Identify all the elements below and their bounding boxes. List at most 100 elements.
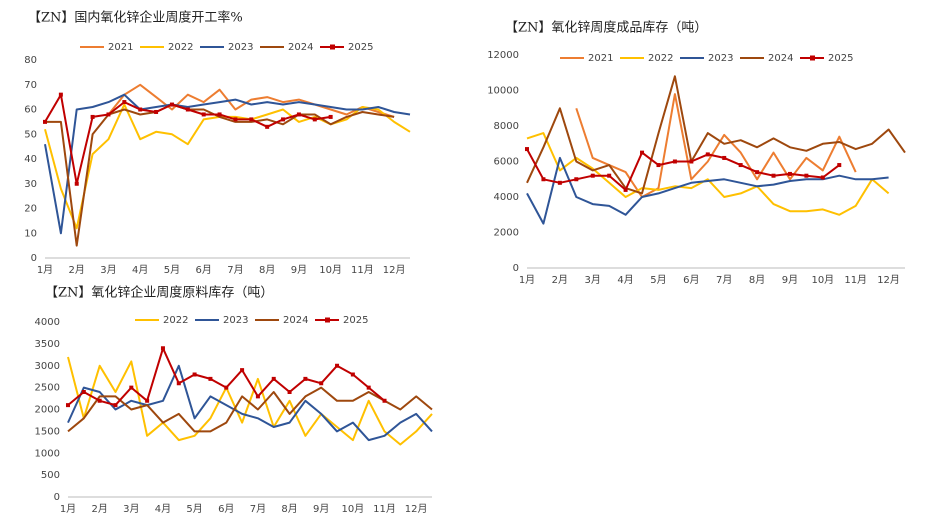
- y-tick-label: 0: [54, 492, 60, 503]
- y-tick-label: 1000: [35, 448, 60, 459]
- point-marker: [287, 390, 292, 394]
- point-marker: [319, 381, 324, 386]
- point-marker: [249, 117, 254, 122]
- series-line: [526, 132, 890, 216]
- x-tick-label: 11月: [844, 274, 867, 286]
- y-tick-label: 500: [41, 470, 60, 481]
- legend-label: 2023: [223, 315, 248, 326]
- y-tick-label: 10: [24, 228, 37, 239]
- x-tick-label: 8月: [749, 274, 765, 286]
- point-marker: [255, 394, 260, 399]
- point-marker: [160, 346, 165, 351]
- x-tick-label: 5月: [164, 264, 180, 276]
- legend-label: 2023: [228, 42, 253, 53]
- x-tick-label: 5月: [186, 503, 202, 515]
- x-tick-label: 7月: [716, 274, 732, 286]
- point-marker: [97, 398, 102, 403]
- point-marker: [557, 180, 562, 185]
- legend-label: 2025: [343, 315, 368, 326]
- x-tick-label: 8月: [281, 503, 297, 515]
- series-line: [45, 103, 395, 247]
- x-tick-label: 6月: [196, 264, 212, 276]
- point-marker: [541, 177, 546, 182]
- series-line: [575, 93, 857, 198]
- x-tick-label: 9月: [782, 274, 798, 286]
- point-marker: [722, 155, 727, 160]
- y-tick-label: 12000: [487, 50, 519, 61]
- point-marker: [623, 187, 628, 192]
- legend-label: 2024: [288, 42, 313, 53]
- point-marker: [366, 385, 371, 390]
- x-tick-label: 12月: [877, 274, 900, 286]
- legend-label: 2024: [283, 315, 308, 326]
- point-marker: [271, 376, 276, 381]
- point-marker: [58, 92, 63, 97]
- point-marker: [574, 177, 579, 182]
- point-marker: [81, 390, 86, 394]
- point-marker: [771, 173, 776, 178]
- series-line: [44, 103, 411, 230]
- y-tick-label: 50: [24, 129, 37, 140]
- legend-label: 2021: [108, 42, 133, 53]
- y-tick-label: 80: [24, 55, 37, 66]
- point-marker: [705, 152, 710, 157]
- point-marker: [656, 163, 661, 168]
- x-tick-label: 4月: [617, 274, 633, 286]
- point-marker: [837, 163, 842, 168]
- legend-label: 2022: [648, 53, 673, 64]
- x-tick-label: 5月: [650, 274, 666, 286]
- series-line: [526, 156, 889, 225]
- point-marker: [138, 107, 143, 112]
- x-tick-label: 7月: [227, 264, 243, 276]
- point-marker: [738, 163, 743, 168]
- point-marker: [328, 114, 333, 119]
- y-tick-label: 4000: [35, 317, 60, 328]
- point-marker: [804, 173, 809, 178]
- series-line: [107, 83, 395, 118]
- point-marker: [382, 398, 387, 403]
- point-marker: [335, 363, 340, 368]
- x-tick-label: 2月: [69, 264, 85, 276]
- y-tick-label: 2000: [35, 405, 60, 416]
- point-marker: [265, 124, 270, 129]
- x-tick-label: 9月: [313, 503, 329, 515]
- point-marker: [303, 376, 308, 381]
- x-tick-label: 4月: [155, 503, 171, 515]
- y-tick-label: 1500: [35, 426, 60, 437]
- point-marker: [281, 117, 286, 122]
- point-marker: [640, 150, 645, 155]
- x-tick-label: 3月: [100, 264, 116, 276]
- series-line: [67, 386, 433, 433]
- point-marker: [185, 107, 190, 112]
- x-tick-label: 1月: [60, 503, 76, 515]
- legend-label: 2022: [163, 315, 188, 326]
- point-marker: [820, 175, 825, 180]
- x-tick-label: 4月: [132, 264, 148, 276]
- legend-label: 2025: [828, 53, 853, 64]
- x-tick-label: 6月: [683, 274, 699, 286]
- x-tick-label: 8月: [259, 264, 275, 276]
- x-tick-label: 11月: [373, 503, 396, 515]
- point-marker: [224, 385, 229, 390]
- y-tick-label: 0: [31, 253, 37, 264]
- point-marker: [145, 398, 150, 403]
- y-tick-label: 2500: [35, 383, 60, 394]
- y-tick-label: 70: [24, 80, 37, 91]
- point-marker: [787, 171, 792, 176]
- series-line: [526, 148, 840, 191]
- y-tick-label: 30: [24, 179, 37, 190]
- x-tick-label: 10月: [811, 274, 834, 286]
- point-marker: [590, 173, 595, 178]
- x-tick-label: 2月: [91, 503, 107, 515]
- x-tick-label: 10月: [342, 503, 365, 515]
- x-tick-label: 3月: [123, 503, 139, 515]
- point-marker: [192, 372, 197, 377]
- y-tick-label: 20: [24, 204, 37, 215]
- point-marker: [672, 159, 677, 164]
- point-marker: [74, 181, 79, 186]
- x-tick-label: 12月: [405, 503, 428, 515]
- y-tick-label: 3000: [35, 361, 60, 372]
- y-tick-label: 6000: [494, 157, 519, 168]
- legend-label: 2022: [168, 42, 193, 53]
